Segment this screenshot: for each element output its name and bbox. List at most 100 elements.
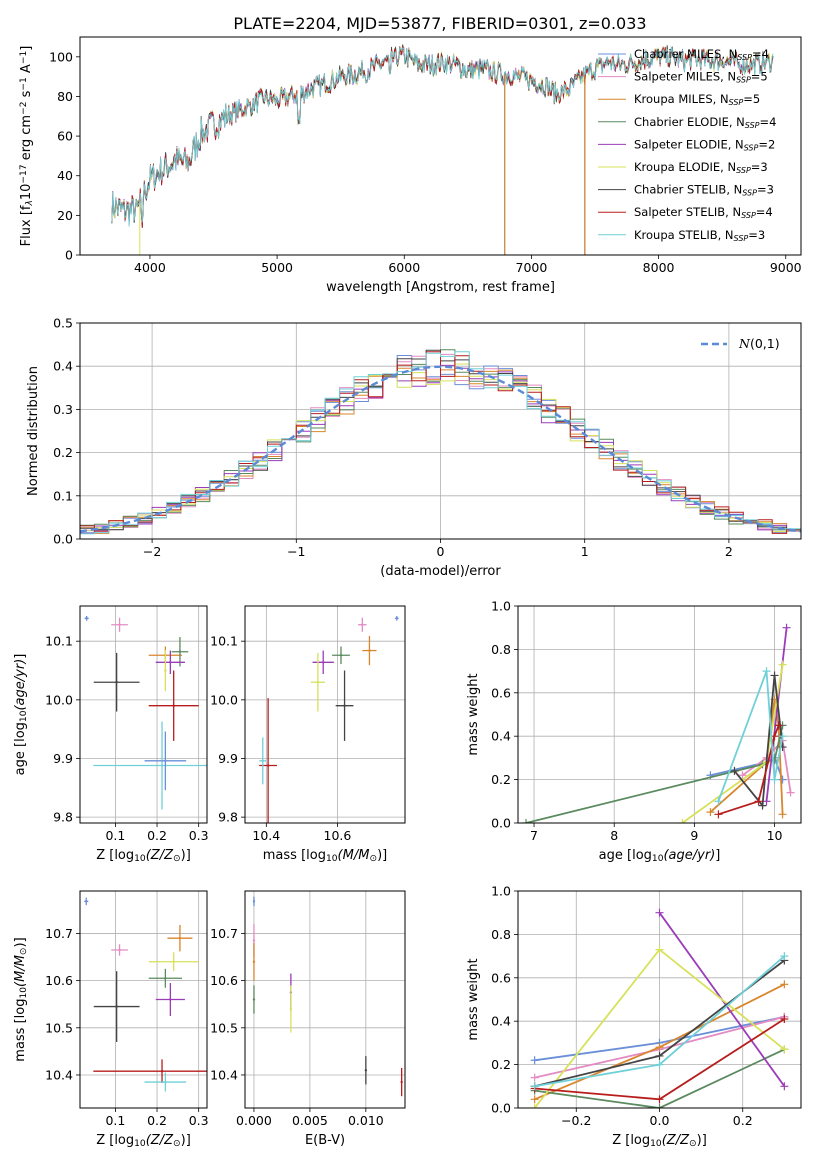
data-point bbox=[395, 617, 399, 620]
y-tick-label: 0.1 bbox=[53, 488, 73, 503]
data-point bbox=[164, 1080, 167, 1084]
weight-marker bbox=[762, 797, 771, 806]
y-tick-label: 9.9 bbox=[53, 751, 73, 766]
legend-entry: Kroupa MILES, NSSP=5 bbox=[634, 92, 760, 107]
weight-line bbox=[765, 627, 788, 802]
axes-frame bbox=[244, 890, 406, 1109]
x-tick-label: 0.2 bbox=[733, 1113, 753, 1128]
y-tick-label: 1.0 bbox=[491, 599, 511, 614]
x-tick-label: −1 bbox=[287, 544, 305, 559]
data-point bbox=[364, 1069, 368, 1072]
data-point bbox=[164, 977, 167, 980]
y-tick-label: 100 bbox=[49, 49, 73, 64]
data-point bbox=[172, 704, 175, 707]
y-axis-label: Flux [fλ10−17 erg cm−2 s−1 A−1] bbox=[19, 46, 35, 247]
data-point bbox=[169, 661, 172, 664]
panel-residuals: −2 −1 0 1 2 0.0 0.1 0.2 0.3 0.4 0.5 (data-model)/er… bbox=[26, 316, 802, 579]
data-point bbox=[316, 681, 320, 684]
y-axis-label: mass weight bbox=[466, 673, 481, 755]
weight-marker bbox=[780, 980, 789, 989]
weight-marker bbox=[522, 819, 531, 823]
axes-frame bbox=[244, 605, 406, 824]
y-tick-label: 10.6 bbox=[210, 973, 238, 988]
y-tick-label: 0.2 bbox=[491, 1057, 511, 1072]
y-tick-label: 40 bbox=[57, 168, 73, 183]
y-tick-label: 1.0 bbox=[491, 884, 511, 899]
y-tick-label: 0.4 bbox=[491, 1014, 511, 1029]
y-tick-label: 60 bbox=[57, 129, 73, 144]
weight-marker bbox=[530, 1073, 539, 1082]
weight-marker bbox=[655, 1060, 664, 1069]
data-point bbox=[339, 654, 343, 657]
axes-frame bbox=[79, 322, 802, 540]
weight-marker bbox=[530, 1095, 539, 1104]
y-axis-label: Normed distribution bbox=[26, 366, 41, 496]
legend-entry: Salpeter ELODIE, NSSP=2 bbox=[634, 137, 775, 152]
data-point bbox=[160, 764, 164, 767]
x-tick-label: 0.3 bbox=[189, 828, 209, 843]
y-tick-label: 10.4 bbox=[45, 1067, 73, 1082]
spectrum-legend: Chabrier MILES, NSSP=4 Salpeter MILES, NS… bbox=[598, 47, 776, 243]
x-tick-label: 9 bbox=[690, 828, 698, 843]
panel-mass-vs-Z: 0.1 0.2 0.3 10.4 10.5 10.6 10.7 Z [log10(Z/Z⊙)]… bbox=[13, 890, 209, 1149]
axes-frame bbox=[517, 890, 802, 1109]
legend-entry: N(0,1) bbox=[738, 336, 780, 351]
data-point bbox=[289, 1007, 293, 1011]
y-tick-label: 0.8 bbox=[491, 642, 511, 657]
x-axis-label: Z [log10(Z/Z⊙)] bbox=[96, 848, 191, 864]
y-tick-label: 10.5 bbox=[210, 1020, 238, 1035]
weight-line bbox=[718, 725, 780, 816]
x-tick-label: 0.0 bbox=[650, 1113, 670, 1128]
x-axis-label: Z [log10(Z/Z⊙)] bbox=[612, 1133, 707, 1149]
y-tick-label: 10.5 bbox=[45, 1020, 73, 1035]
legend-entry: Salpeter MILES, NSSP=5 bbox=[634, 70, 768, 85]
x-tick-label: 7000 bbox=[516, 260, 548, 275]
data-point bbox=[178, 936, 182, 940]
x-tick-label: 9000 bbox=[770, 260, 802, 275]
plot-area bbox=[252, 896, 403, 1097]
x-tick-label: 10.4 bbox=[252, 828, 280, 843]
y-tick-label: 10.1 bbox=[210, 634, 238, 649]
normal-curve bbox=[80, 365, 801, 533]
weight-marker bbox=[655, 1043, 664, 1052]
data-point bbox=[85, 617, 88, 620]
y-tick-label: 10.1 bbox=[45, 634, 73, 649]
x-tick-label: 8 bbox=[610, 828, 618, 843]
y-tick-label: 0.0 bbox=[491, 816, 511, 831]
x-axis-label: mass [log10(M/M⊙)] bbox=[263, 848, 387, 864]
x-tick-label: 2 bbox=[725, 544, 733, 559]
weight-marker bbox=[780, 1082, 789, 1091]
x-axis-label: (data-model)/error bbox=[380, 564, 501, 579]
x-tick-label: 0.005 bbox=[292, 1113, 328, 1128]
weight-marker bbox=[774, 721, 783, 730]
plot-area bbox=[80, 349, 801, 538]
x-tick-label: 7 bbox=[530, 828, 538, 843]
page-title: PLATE=2204, MJD=53877, FIBERID=0301, z=0… bbox=[233, 14, 646, 33]
data-point bbox=[261, 759, 264, 763]
y-tick-label: 20 bbox=[57, 208, 73, 223]
weight-marker bbox=[655, 1104, 664, 1108]
panel-weight-vs-age: 7 8 9 10 0.0 0.2 0.4 0.6 0.8 1.0 age [log10(age/yr… bbox=[466, 599, 802, 864]
x-axis-label: E(B-V) bbox=[305, 1133, 345, 1148]
weight-marker bbox=[770, 775, 779, 784]
x-tick-label: 8000 bbox=[643, 260, 675, 275]
data-point bbox=[322, 661, 325, 664]
legend-entry: Kroupa ELODIE, NSSP=3 bbox=[634, 160, 768, 175]
data-point bbox=[266, 764, 270, 767]
weight-marker bbox=[730, 766, 739, 775]
y-tick-label: 10.7 bbox=[210, 926, 238, 941]
x-tick-label: 0.2 bbox=[147, 828, 167, 843]
weight-marker bbox=[714, 810, 723, 819]
legend-entry: Chabrier MILES, NSSP=4 bbox=[634, 47, 769, 62]
x-tick-label: 5000 bbox=[261, 260, 293, 275]
panel-age-vs-mass: 10.4 10.6 9.8 9.9 10.0 10.1 mass [log10(M/M⊙)] bbox=[210, 605, 406, 864]
data-point bbox=[172, 960, 175, 963]
y-tick-label: 10.6 bbox=[45, 973, 73, 988]
data-point bbox=[252, 939, 256, 942]
y-tick-label: 0.4 bbox=[53, 359, 73, 374]
y-tick-label: 0.0 bbox=[491, 1101, 511, 1116]
plot-area bbox=[530, 908, 789, 1108]
data-point bbox=[400, 1080, 403, 1084]
weight-marker bbox=[738, 771, 747, 780]
